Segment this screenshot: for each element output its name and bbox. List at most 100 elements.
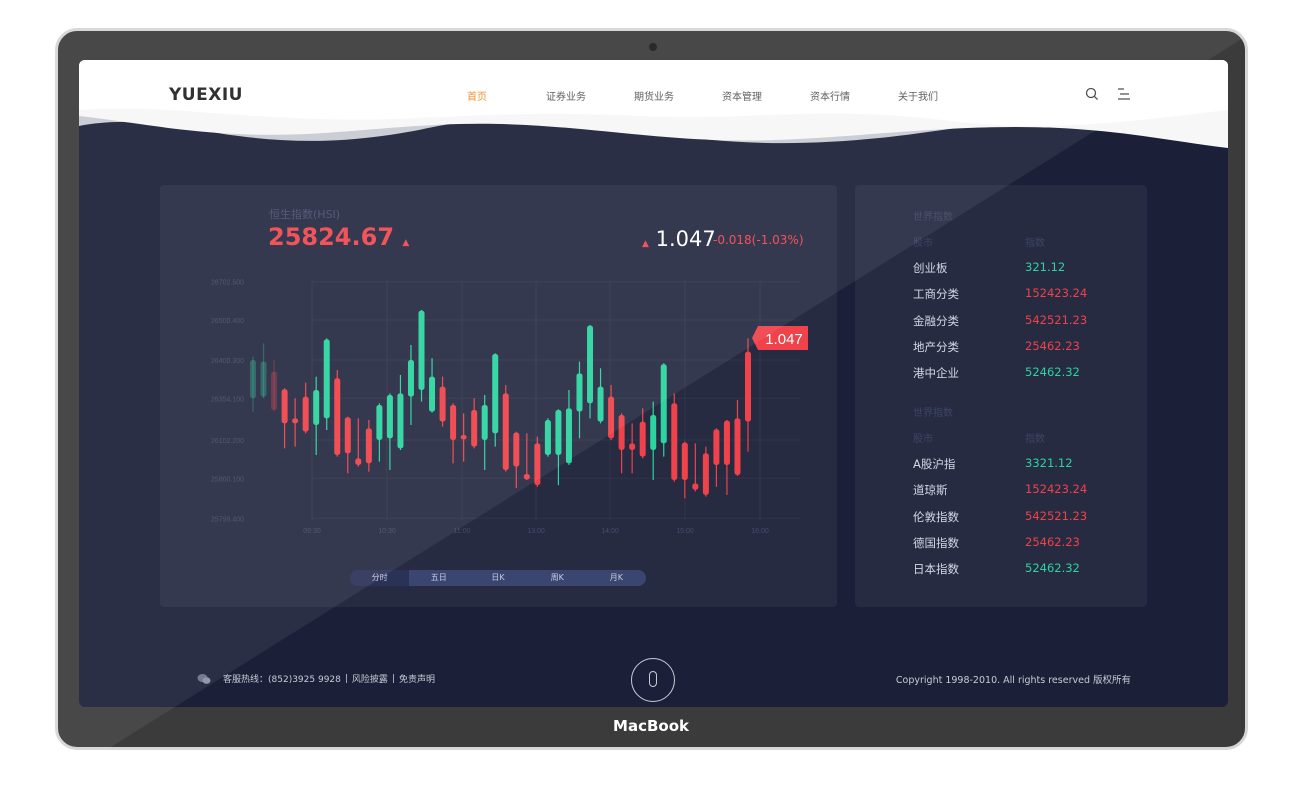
index-row-value: 152423.24 <box>1025 482 1088 497</box>
candle-body <box>344 417 351 454</box>
scroll-down-button[interactable] <box>631 658 675 702</box>
index-row-name[interactable]: 道琼斯 <box>913 483 948 498</box>
candle-body <box>608 396 615 439</box>
candle-body <box>734 418 741 475</box>
x-tick-label: 15:00 <box>676 528 694 535</box>
hotline: 客服热线：(852)3925 9928 <box>223 675 341 685</box>
separator: | <box>344 673 348 684</box>
tab-five-day[interactable]: 五日 <box>430 573 447 582</box>
index-row-name[interactable]: 工商分类 <box>913 287 959 302</box>
y-tick-label: 26400.300 <box>211 358 244 365</box>
index-row-value: 321.12 <box>1025 260 1066 274</box>
candle-body <box>376 404 383 440</box>
world-index-panel <box>855 185 1147 607</box>
nav-futures[interactable]: 期货业务 <box>634 92 674 103</box>
x-tick-label: 11:00 <box>454 528 471 535</box>
footer-contact: 客服热线：(852)3925 9928 | 风险披露 | 免责声明 <box>197 672 435 685</box>
candle-body <box>481 404 488 440</box>
candle-body <box>439 386 446 422</box>
disclaimer-link[interactable]: 免责声明 <box>398 675 435 685</box>
candle-body <box>702 453 709 495</box>
section-title: 世界指数 <box>913 408 953 419</box>
y-tick-label: 26702.500 <box>211 280 244 287</box>
section-title: 世界指数 <box>913 212 953 223</box>
nav-capital-market[interactable]: 资本行情 <box>810 92 850 103</box>
index-row-name[interactable]: 港中企业 <box>913 366 959 381</box>
candle-body <box>534 443 541 486</box>
separator: | <box>391 673 395 684</box>
logo[interactable]: YUEXIU <box>169 85 243 105</box>
nav-securities[interactable]: 证券业务 <box>546 92 586 103</box>
index-row-name[interactable]: 金融分类 <box>913 313 959 328</box>
index-row-value: 25462.23 <box>1025 534 1080 549</box>
candle-body <box>502 393 509 470</box>
candle-body <box>418 310 425 391</box>
candle-body <box>492 354 499 434</box>
candle-body <box>460 434 467 440</box>
index-row-value: 52462.32 <box>1025 561 1080 576</box>
last-price-tag <box>752 326 808 350</box>
y-tick-label: 25800.100 <box>211 476 244 483</box>
index-row-value: 3321.12 <box>1025 456 1073 470</box>
index-value: 25824.67 ▲ <box>268 223 410 251</box>
candle-body <box>302 396 309 432</box>
index-row-value: 152423.24 <box>1025 286 1088 301</box>
tab-intraday[interactable]: 分时 <box>350 570 410 586</box>
last-price-label: 1.047 <box>765 331 803 348</box>
y-tick-label: 26102.200 <box>211 438 244 445</box>
candle-body <box>292 418 299 424</box>
up-arrow-icon: ▲ <box>402 238 410 248</box>
search-icon[interactable] <box>1085 87 1099 101</box>
device-brand: MacBook <box>613 717 689 735</box>
tab-weekly-k[interactable]: 周K <box>550 573 564 582</box>
candle-body <box>713 429 720 465</box>
y-tick-label: 25799.400 <box>211 516 244 523</box>
candle-body <box>723 420 730 465</box>
index-row-name[interactable]: 德国指数 <box>913 535 959 550</box>
screen: YUEXIU 首页 证券业务 期货业务 资本管理 资本行情 关于我们 恒生指数(… <box>79 60 1228 707</box>
wechat-icon[interactable] <box>197 673 211 685</box>
candle-body <box>523 473 530 480</box>
candle-body <box>629 443 636 450</box>
index-chart-panel <box>160 185 837 607</box>
candle-body <box>555 409 562 455</box>
x-tick-label: 16:00 <box>751 528 769 535</box>
risk-link[interactable]: 风险披露 <box>351 675 388 685</box>
x-tick-label: 09:30 <box>303 528 321 535</box>
menu-icon[interactable] <box>1117 87 1131 101</box>
index-row-name[interactable]: 伦敦指数 <box>913 509 959 524</box>
index-row-name[interactable]: 地产分类 <box>913 339 959 354</box>
period-tabs: 分时 五日 日K 周K 月K <box>350 570 646 586</box>
candle-body <box>597 386 604 422</box>
rate-value: ▲ 1.047 <box>642 227 716 251</box>
index-row-name[interactable]: 创业板 <box>913 261 948 275</box>
rate-change: -0.018(-1.03%) <box>713 233 804 247</box>
y-tick-label: 26354.100 <box>211 396 244 403</box>
candle-body <box>450 404 457 440</box>
candle-body <box>513 432 520 467</box>
candlestick-chart: 26702.500 26500.400 26400.300 26354.100 2610… <box>211 280 808 535</box>
index-row-value: 52462.32 <box>1025 365 1080 380</box>
candle-body <box>334 378 341 455</box>
x-tick-label: 13:00 <box>527 528 545 535</box>
nav-capital-management[interactable]: 资本管理 <box>722 92 762 103</box>
copyright: Copyright 1998-2010. All rights reserved… <box>895 675 1131 686</box>
column-header-market: 股市 <box>913 434 933 445</box>
index-name: 恒生指数(HSI) <box>269 208 341 221</box>
candle-body <box>260 361 267 397</box>
candle-body <box>692 483 699 490</box>
candle-body <box>386 394 393 439</box>
nav-home[interactable]: 首页 <box>467 92 487 103</box>
column-header-index: 指数 <box>1025 434 1045 445</box>
tab-daily-k[interactable]: 日K <box>491 573 505 582</box>
candle-body <box>650 414 657 450</box>
x-tick-label: 10:30 <box>378 528 396 535</box>
index-row-name[interactable]: A股沪指 <box>913 457 956 471</box>
candle-body <box>565 408 572 464</box>
column-header-index: 指数 <box>1025 238 1045 249</box>
candle-body <box>576 373 583 412</box>
candle-body <box>429 376 436 412</box>
index-row-name[interactable]: 日本指数 <box>913 562 959 577</box>
tab-monthly-k[interactable]: 月K <box>609 573 624 582</box>
nav-about[interactable]: 关于我们 <box>898 92 938 103</box>
